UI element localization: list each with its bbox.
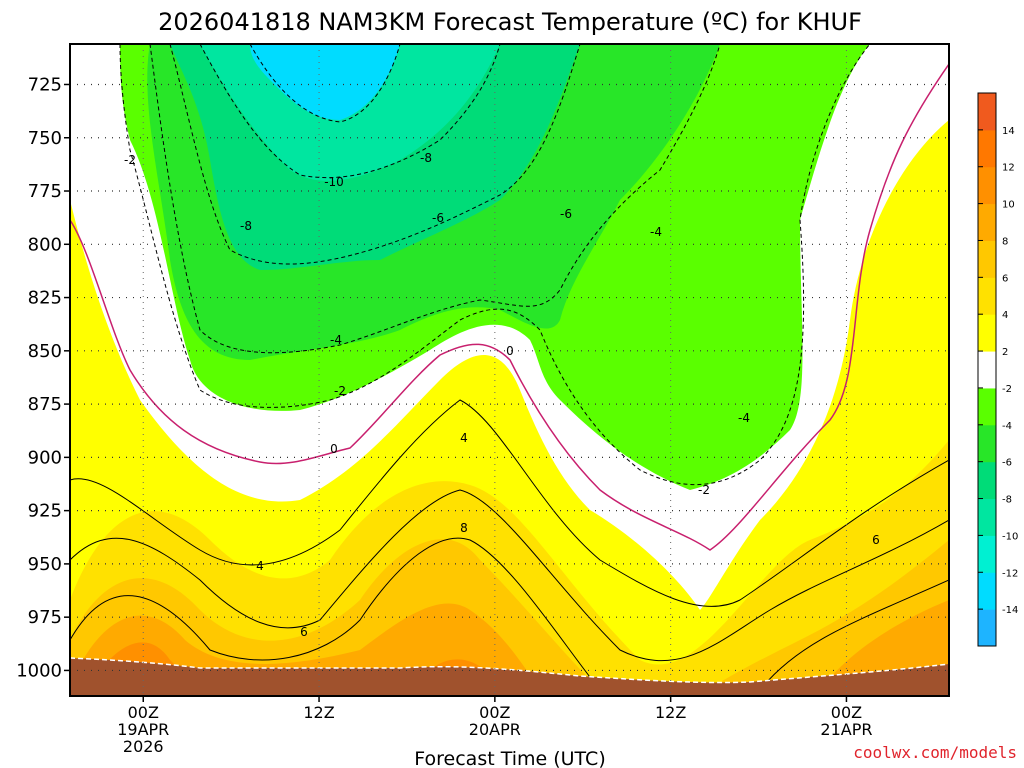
color-legend-label: -10 (1002, 531, 1018, 542)
isotherm-minus4 (149, 44, 721, 354)
contour-label: 8 (460, 521, 468, 535)
y-tick-label: 800 (28, 234, 62, 255)
color-legend-label: 8 (1002, 236, 1008, 247)
color-legend-swatch (978, 93, 996, 131)
color-legend-swatch (978, 461, 996, 500)
y-tick-label: 950 (28, 554, 62, 575)
y-tick-label: 750 (28, 128, 62, 149)
isotherm-minus8 (199, 44, 501, 179)
isotherm-8 (70, 537, 949, 691)
x-tick-label: 12Z (655, 703, 686, 722)
ground-surface-edge (70, 657, 949, 684)
contour-label: -2 (334, 384, 346, 398)
contour-label: -4 (330, 333, 342, 347)
plot-frame (69, 43, 950, 697)
x-tick-label: 12Z (303, 703, 334, 722)
contour-label: 4 (460, 431, 468, 445)
contour-label: -2 (698, 483, 710, 497)
y-tick-label: 975 (28, 607, 62, 628)
contour-label: -6 (560, 207, 572, 221)
isotherm-6 (70, 489, 949, 661)
color-legend-swatch (978, 535, 996, 573)
y-tick-label: 925 (28, 501, 62, 522)
color-legend-label: -2 (1002, 384, 1012, 395)
color-legend-label: 6 (1002, 273, 1008, 284)
y-tick-label: 725 (28, 74, 62, 95)
contour-label: -4 (738, 411, 750, 425)
contour-label: -8 (420, 151, 432, 165)
contour-label: -6 (432, 211, 444, 225)
color-legend-label: 12 (1002, 163, 1015, 174)
x-axis-title: Forecast Time (UTC) (414, 748, 605, 768)
y-tick-label: 1000 (16, 660, 62, 681)
color-legend-label: -6 (1002, 458, 1012, 469)
color-legend-swatch (978, 277, 996, 315)
y-axis: 725 750 775 800 825 850 875 900 925 950 975 1000 (16, 74, 70, 681)
chart-gridlines (70, 44, 949, 696)
contour-label: 0 (506, 344, 514, 358)
contour-label: 6 (300, 625, 308, 639)
contour-labels: -2 -10 -8 -8 -6 -4 -6 -4 -2 0 0 -4 -2 4 8 4 6 6 (124, 151, 880, 639)
color-legend-frame (977, 92, 997, 647)
contour-label: -8 (240, 219, 252, 233)
color-legend-swatch (978, 166, 996, 205)
color-legend: -14 -12 -10 -8 -6 -4 -2 2 4 6 8 10 12 14 (977, 92, 1018, 647)
y-tick-label: 900 (28, 447, 62, 468)
isotherm-minus6 (169, 44, 581, 265)
temperature-band-minus12-minus10 (250, 44, 400, 120)
color-legend-label: -4 (1002, 421, 1012, 432)
color-legend-label: -14 (1002, 605, 1018, 616)
color-legend-label: -8 (1002, 495, 1012, 506)
zero-degree-isotherm (70, 63, 949, 551)
isotherm-4 (70, 399, 949, 607)
x-tick-label: 00Z 21APR (820, 703, 872, 739)
contour-label: -2 (124, 153, 136, 167)
y-tick-label: 875 (28, 394, 62, 415)
x-axis: 00Z 19APR 2026 12Z 00Z 20APR 12Z 00Z 21APR (117, 696, 872, 756)
isotherm-minus10 (249, 44, 401, 123)
color-legend-swatch (978, 609, 996, 647)
color-legend-swatch (978, 129, 996, 168)
contour-label: 0 (330, 442, 338, 456)
color-legend-swatch (978, 424, 996, 463)
color-legend-swatch (978, 351, 996, 389)
contour-label: -4 (650, 225, 662, 239)
contour-label: -10 (324, 175, 344, 189)
color-legend-swatch (978, 240, 996, 278)
color-legend-swatch (978, 572, 996, 610)
color-legend-label: 2 (1002, 347, 1008, 358)
ground-surface (70, 658, 949, 696)
y-tick-label: 850 (28, 341, 62, 362)
color-legend-swatch (978, 498, 996, 536)
color-legend-swatch (978, 314, 996, 352)
x-tick-label: 00Z 20APR (469, 703, 521, 739)
color-legend-label: 14 (1002, 126, 1015, 137)
contour-label: 6 (872, 533, 880, 547)
color-legend-swatch (978, 387, 996, 426)
y-tick-label: 825 (28, 288, 62, 309)
x-tick-label: 00Z 19APR 2026 (117, 703, 169, 756)
contour-label: 4 (256, 559, 264, 573)
source-credit: coolwx.com/models (853, 743, 1017, 762)
color-legend-label: 4 (1002, 310, 1008, 321)
chart-title: 2026041818 NAM3KM Forecast Temperature (… (158, 8, 862, 36)
color-legend-label: -12 (1002, 568, 1018, 579)
color-legend-label: 10 (1002, 200, 1015, 211)
color-legend-swatch (978, 203, 996, 241)
y-tick-label: 775 (28, 181, 62, 202)
isotherm-minus2 (119, 44, 871, 485)
temperature-band-6-8 (70, 440, 949, 696)
